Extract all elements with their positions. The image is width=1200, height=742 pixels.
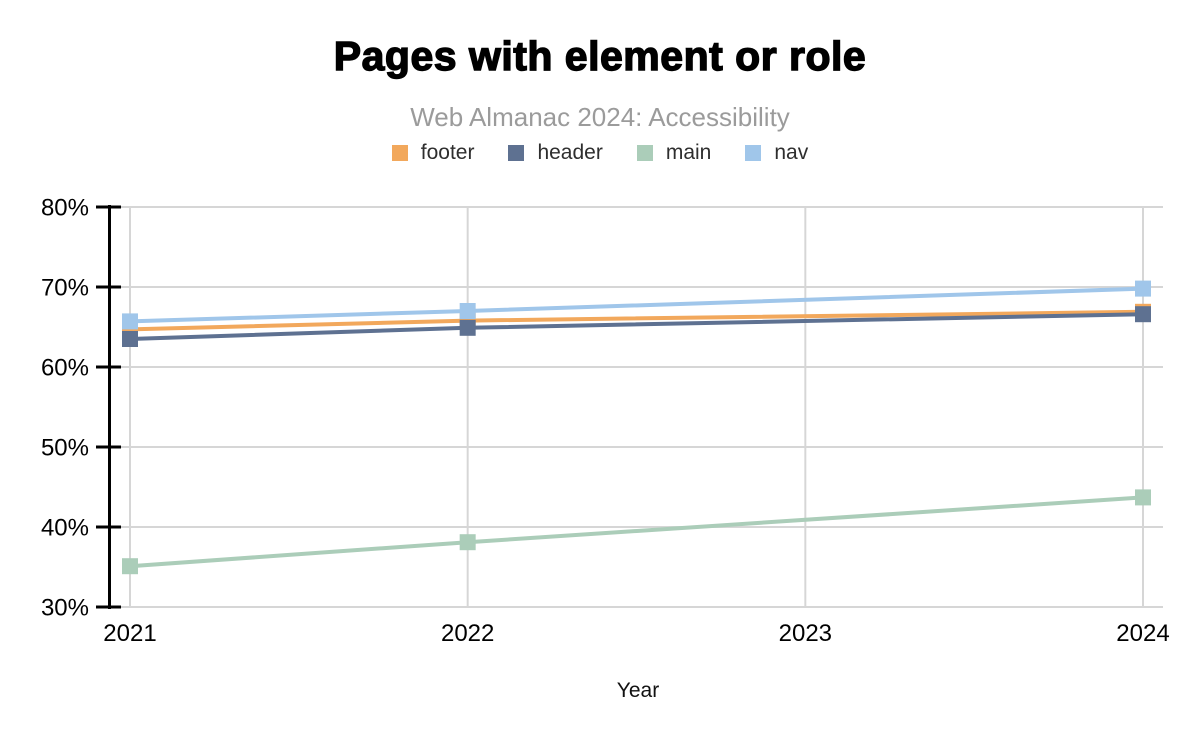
legend-item-footer[interactable]: footer [391,141,475,165]
y-tick-label: 60% [41,355,89,382]
legend-swatch-footer [391,145,408,161]
marker-header-2024[interactable] [1135,306,1151,323]
legend-label-footer: footer [420,141,475,164]
marker-main-2022[interactable] [459,534,476,551]
y-tick-label: 80% [41,195,89,222]
chart-subtitle: Web Almanac 2024: Accessibility [410,102,790,132]
x-tick-label: 2024 [1116,620,1169,647]
chart-legend: footer header main nav [0,141,1200,165]
marker-main-2021[interactable] [122,558,138,575]
x-tick-label: 2023 [779,620,832,647]
legend-item-header[interactable]: header [508,141,603,165]
legend-swatch-main [636,145,653,161]
marker-nav-2022[interactable] [459,303,476,319]
series-line-main [129,495,1144,569]
y-tick-label: 40% [41,515,89,542]
x-axis-title: Year [616,679,660,702]
legend-label-main: main [665,141,712,164]
x-tick-label: 2021 [103,620,156,647]
y-tick-label: 50% [41,435,89,462]
legend-swatch-nav [745,145,762,161]
y-tick-label: 70% [41,275,89,302]
legend-swatch-header [508,145,525,161]
y-tick-label: 30% [41,595,89,622]
x-tick-label: 2022 [441,620,494,647]
marker-nav-2024[interactable] [1135,280,1151,297]
legend-label-header: header [537,141,603,164]
legend-label-nav: nav [774,141,809,164]
marker-header-2022[interactable] [459,319,476,336]
series-line-footer [129,309,1144,332]
marker-main-2024[interactable] [1135,489,1151,506]
marker-header-2021[interactable] [122,331,138,347]
chart-title: Pages with element or role [333,32,867,79]
legend-item-nav[interactable]: nav [745,141,808,165]
legend-item-main[interactable]: main [636,141,712,165]
marker-nav-2021[interactable] [122,313,138,330]
